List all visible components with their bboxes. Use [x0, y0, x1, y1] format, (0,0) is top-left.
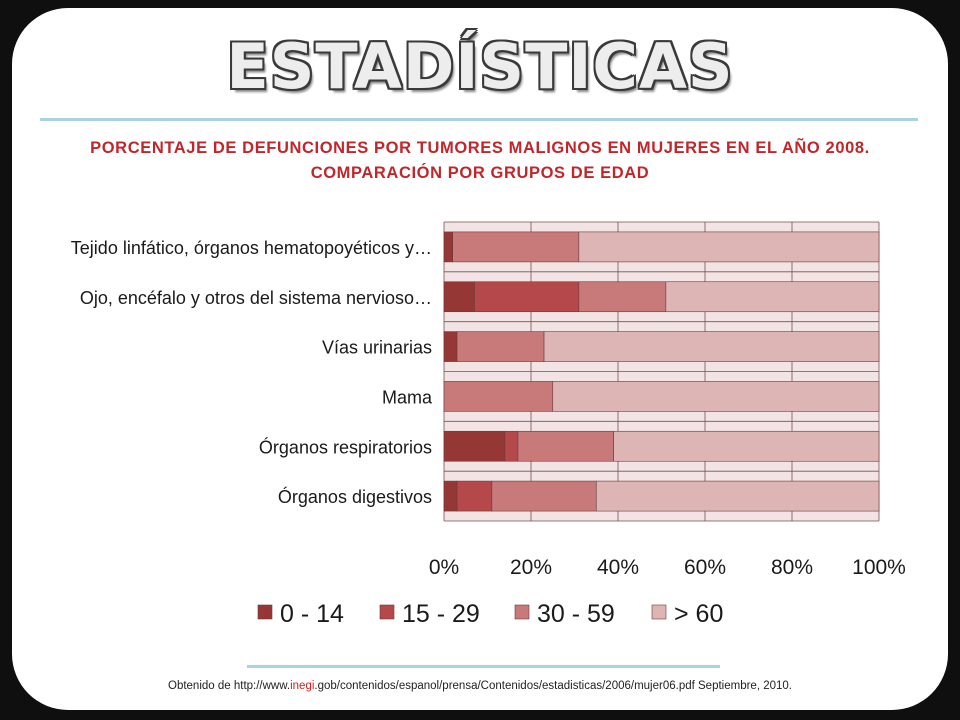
legend-swatch	[379, 604, 395, 620]
chart-subtitle: PORCENTAJE DE DEFUNCIONES POR TUMORES MA…	[90, 139, 870, 182]
slide: ESTADÍSTICAS PORCENTAJE DE DEFUNCIONES P…	[12, 8, 948, 710]
legend-label: > 60	[674, 600, 723, 628]
x-tick-label: 60%	[684, 556, 726, 579]
bar-segment	[613, 430, 880, 462]
category-label: Tejido linfático, órganos hematopoyético…	[71, 238, 432, 258]
bar-segment	[552, 381, 880, 412]
source-citation: Obtenido de http://www.inegi.gob/conteni…	[12, 680, 948, 692]
bar-segment	[443, 381, 554, 412]
category-label: Vías urinarias	[322, 338, 432, 358]
source-prefix: Obtenido de http://www.	[168, 680, 291, 692]
bar-segment	[443, 480, 458, 512]
x-tick-label: 0%	[429, 556, 459, 579]
bar-segment	[665, 281, 880, 313]
source-suffix: .gob/contenidos/espanol/prensa/Contenido…	[314, 680, 792, 692]
slide-title: ESTADÍSTICAS	[226, 30, 734, 103]
legend-label: 30 - 59	[537, 600, 615, 628]
bar-segment	[578, 231, 880, 263]
stacked-bar-chart: Tejido linfático, órganos hematopoyético…	[71, 221, 906, 628]
x-tick-label: 100%	[852, 556, 906, 579]
bar-segment	[578, 281, 667, 313]
legend-swatch	[651, 604, 667, 620]
bar-segment	[491, 480, 597, 512]
bar-segment	[443, 281, 475, 313]
source-highlight: inegi	[290, 680, 315, 692]
bar-segment	[456, 480, 493, 512]
category-label: Ojo, encéfalo y otros del sistema nervio…	[80, 288, 432, 308]
category-label: Órganos digestivos	[278, 486, 432, 507]
bar-segment	[474, 281, 580, 313]
bar-segment	[517, 430, 614, 462]
bar-segment	[443, 231, 453, 263]
bar-segment	[443, 430, 506, 462]
legend-swatch	[514, 604, 530, 620]
x-tick-label: 40%	[597, 556, 639, 579]
top-divider	[40, 118, 918, 121]
category-label: Mama	[382, 387, 433, 407]
legend-swatch	[257, 604, 273, 620]
category-label: Órganos respiratorios	[259, 436, 432, 457]
bar-segment	[456, 331, 545, 362]
x-tick-label: 20%	[510, 556, 552, 579]
bottom-divider	[247, 665, 720, 668]
bar-segment	[543, 331, 880, 362]
bar-segment	[443, 331, 458, 362]
x-tick-label: 80%	[771, 556, 813, 579]
bar-segment	[504, 430, 519, 462]
legend-label: 15 - 29	[402, 600, 480, 628]
bar-segment	[452, 231, 580, 263]
legend-label: 0 - 14	[280, 600, 344, 628]
bar-segment	[595, 480, 880, 512]
